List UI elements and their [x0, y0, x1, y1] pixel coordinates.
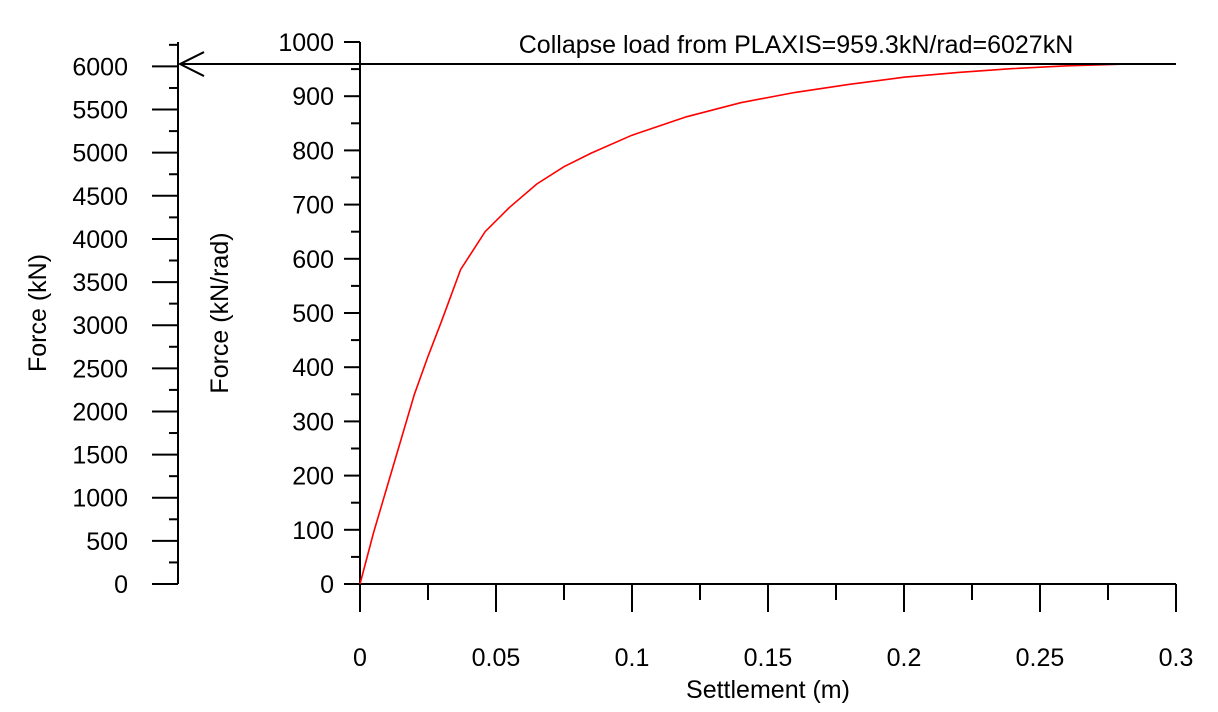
x-tick-label: 0.05: [472, 644, 521, 672]
x-tick-label: 0.3: [1159, 644, 1194, 672]
series-line-0: [359, 63, 1177, 585]
secondary-force-axis: 0 500 1000 1500 2000 2500 3000 3500 4000 4500 5000…: [72, 42, 179, 599]
collapse-load-arrowhead: [177, 51, 205, 77]
y2-tick-label: 2000: [72, 398, 128, 426]
y-tick-label: 100: [292, 517, 334, 545]
y-tick-label: 500: [292, 300, 334, 328]
primary-force-axis: 0 100 200 300 400 500 600 700 800 900 1000: [278, 29, 361, 599]
y2-tick-label: 3000: [72, 312, 128, 340]
y-tick-label: 400: [292, 354, 334, 382]
y-tick-label: 600: [292, 246, 334, 274]
x-tick-label: 0.1: [615, 644, 650, 672]
settlement-axis: 0 0.05 0.1 0.15 0.2 0.25 0.3: [353, 583, 1194, 672]
y2-tick-label: 1500: [72, 442, 128, 470]
y2-tick-label: 1000: [72, 485, 128, 513]
x-tick-label: 0.2: [887, 644, 922, 672]
x-tick-label: 0.25: [1016, 644, 1065, 672]
y-tick-label: 300: [292, 408, 334, 436]
y-tick-label: 800: [292, 137, 334, 165]
y2-tick-label: 6000: [72, 53, 128, 81]
y-tick-label: 900: [292, 83, 334, 111]
y2-tick-label: 0: [114, 571, 128, 599]
y2-tick-label: 4000: [72, 226, 128, 254]
x-tick-label: 0.15: [744, 644, 793, 672]
x-tick-label: 0: [353, 644, 367, 672]
y-tick-label: 0: [320, 571, 334, 599]
y-tick-label: 200: [292, 463, 334, 491]
y2-tick-label: 3500: [72, 269, 128, 297]
y2-axis-title: Force (kN): [24, 254, 52, 372]
annotation-group: Collapse load from PLAXIS=959.3kN/rad=60…: [177, 31, 1176, 77]
y2-tick-label: 2500: [72, 355, 128, 383]
y2-tick-label: 5500: [72, 97, 128, 125]
y2-tick-label: 500: [86, 528, 128, 556]
y2-tick-label: 4500: [72, 183, 128, 211]
y-tick-label: 1000: [278, 29, 334, 57]
x-axis-title: Settlement (m): [686, 676, 850, 704]
collapse-load-annotation: Collapse load from PLAXIS=959.3kN/rad=60…: [519, 31, 1074, 59]
series-group: [359, 63, 1177, 585]
y2-tick-label: 5000: [72, 140, 128, 168]
y-tick-label: 700: [292, 192, 334, 220]
y-axis-title: Force (kN/rad): [206, 232, 234, 393]
